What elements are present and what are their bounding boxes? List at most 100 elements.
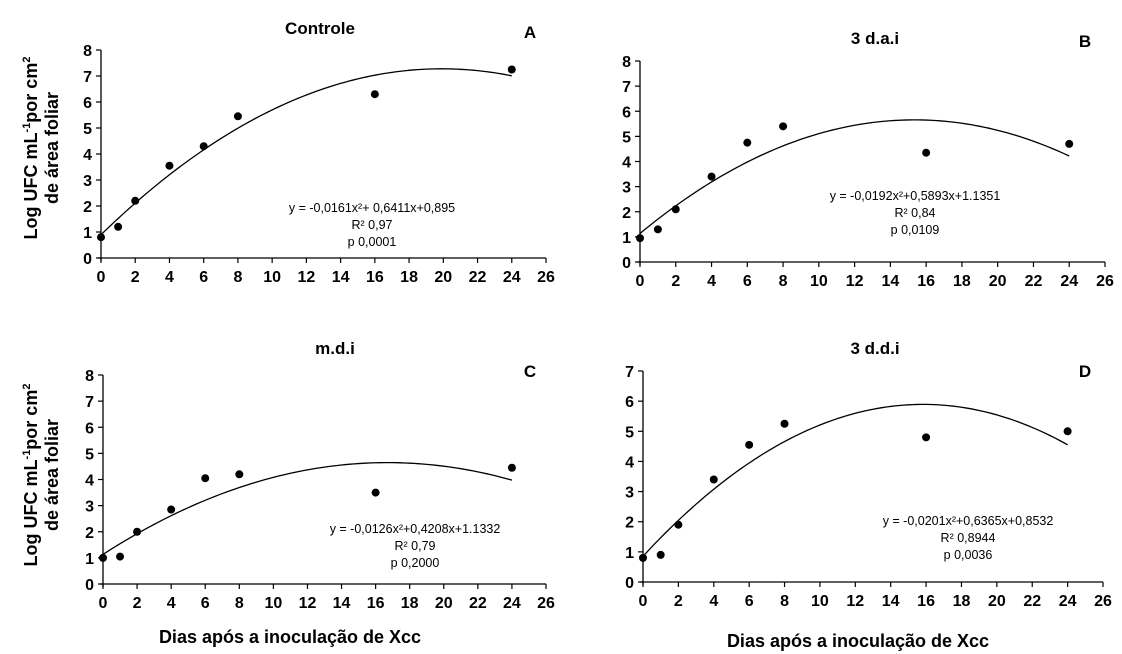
x-tick-label: 12 xyxy=(846,273,864,290)
data-point xyxy=(653,225,662,234)
data-point xyxy=(707,172,716,181)
y-tick-label: 2 xyxy=(622,205,631,222)
fit-curve xyxy=(100,68,512,236)
data-point xyxy=(235,470,244,479)
data-point xyxy=(639,553,647,562)
x-tick-label: 8 xyxy=(233,269,242,286)
x-tick-label: 10 xyxy=(810,273,828,290)
x-tick-label: 14 xyxy=(881,273,899,290)
x-tick-label: 22 xyxy=(469,269,487,286)
y-tick-label: 1 xyxy=(622,230,631,247)
x-tick-label: 0 xyxy=(97,269,106,286)
data-point xyxy=(709,475,718,484)
y-axis-label-bottom: Log UFC mL-1por cm2 xyxy=(21,384,41,567)
x-tick-label: 2 xyxy=(131,269,140,286)
x-tick-label: 4 xyxy=(167,595,176,612)
data-point xyxy=(97,233,105,242)
x-tick-label: 20 xyxy=(435,595,453,612)
equation-line: R² 0,79 xyxy=(395,539,436,553)
x-tick-label: 12 xyxy=(299,595,317,612)
equation-line: p 0,0109 xyxy=(891,223,940,237)
y-tick-label: 1 xyxy=(85,551,94,568)
x-tick-label: 16 xyxy=(366,269,384,286)
x-tick-label: 16 xyxy=(367,595,385,612)
x-tick-label: 22 xyxy=(1025,273,1043,290)
data-point xyxy=(780,419,789,428)
x-tick-label: 20 xyxy=(989,273,1007,290)
x-tick-label: 2 xyxy=(133,595,142,612)
x-tick-label: 12 xyxy=(846,593,864,610)
data-point xyxy=(116,552,125,561)
y-tick-label: 5 xyxy=(625,424,634,441)
data-point xyxy=(99,553,107,562)
x-tick-label: 18 xyxy=(401,595,419,612)
y-label-sup-1: -1 xyxy=(21,450,33,460)
x-tick-label: 0 xyxy=(639,593,648,610)
data-point xyxy=(922,433,931,442)
data-point xyxy=(922,148,931,157)
y-axis-label-top-2: de área foliar xyxy=(42,92,62,204)
panel-letter: C xyxy=(524,362,536,381)
x-tick-label: 12 xyxy=(297,269,315,286)
y-tick-label: 7 xyxy=(622,79,631,96)
y-tick-label: 1 xyxy=(83,225,92,242)
y-label-sup-1: -1 xyxy=(21,123,33,133)
equation-line: R² 0,84 xyxy=(895,206,936,220)
y-tick-label: 3 xyxy=(622,180,631,197)
x-axis-label: Dias após a inoculação de Xcc xyxy=(727,631,989,651)
x-tick-label: 0 xyxy=(99,595,108,612)
x-tick-label: 14 xyxy=(333,595,351,612)
x-tick-label: 0 xyxy=(636,273,645,290)
y-tick-label: 3 xyxy=(625,485,634,502)
y-label-sup-2: 2 xyxy=(21,57,33,63)
y-axis-label-top: Log UFC mL-1por cm2 xyxy=(21,57,41,240)
y-tick-label: 7 xyxy=(625,364,634,381)
y-tick-label: 4 xyxy=(625,454,634,471)
x-tick-label: 20 xyxy=(988,593,1006,610)
data-point xyxy=(507,463,516,472)
x-tick-label: 8 xyxy=(235,595,244,612)
data-point xyxy=(779,122,788,131)
y-label-text-1: Log UFC mL xyxy=(21,132,41,239)
x-tick-label: 18 xyxy=(953,273,971,290)
equation-line: y = -0,0201x²+0,6365x+0,8532 xyxy=(883,514,1054,528)
equation-line: y = -0,0161x²+ 0,6411x+0,895 xyxy=(289,201,455,215)
data-point xyxy=(671,205,680,214)
data-point xyxy=(131,196,140,205)
y-tick-label: 4 xyxy=(622,155,631,172)
y-tick-label: 0 xyxy=(622,255,631,272)
y-tick-label: 6 xyxy=(625,394,634,411)
x-tick-label: 24 xyxy=(1059,593,1077,610)
equation-line: p 0,0001 xyxy=(348,235,397,249)
y-label-text-1b: por cm xyxy=(21,63,41,123)
x-tick-label: 22 xyxy=(1023,593,1041,610)
x-tick-label: 6 xyxy=(201,595,210,612)
equation-line: R² 0,8944 xyxy=(941,531,996,545)
y-tick-label: 2 xyxy=(85,525,94,542)
y-tick-label: 4 xyxy=(83,147,92,164)
x-tick-label: 8 xyxy=(780,593,789,610)
data-point xyxy=(743,138,752,147)
x-tick-label: 6 xyxy=(745,593,754,610)
y-label-sup-2: 2 xyxy=(21,384,33,390)
data-point xyxy=(201,474,210,483)
x-tick-label: 22 xyxy=(469,595,487,612)
x-tick-label: 4 xyxy=(165,269,174,286)
data-point xyxy=(165,161,174,170)
x-tick-label: 20 xyxy=(434,269,452,286)
x-tick-label: 26 xyxy=(537,269,555,286)
y-tick-label: 5 xyxy=(83,121,92,138)
y-tick-label: 0 xyxy=(83,251,92,268)
y-tick-label: 6 xyxy=(83,95,92,112)
x-tick-label: 14 xyxy=(332,269,350,286)
equation-line: p 0,2000 xyxy=(391,556,440,570)
data-point xyxy=(167,505,176,514)
panel-title: 3 d.d.i xyxy=(850,339,899,358)
y-tick-label: 0 xyxy=(85,577,94,594)
panel-title: Controle xyxy=(285,19,355,38)
data-point xyxy=(1065,139,1074,148)
y-tick-label: 7 xyxy=(85,394,94,411)
data-point xyxy=(133,527,142,536)
